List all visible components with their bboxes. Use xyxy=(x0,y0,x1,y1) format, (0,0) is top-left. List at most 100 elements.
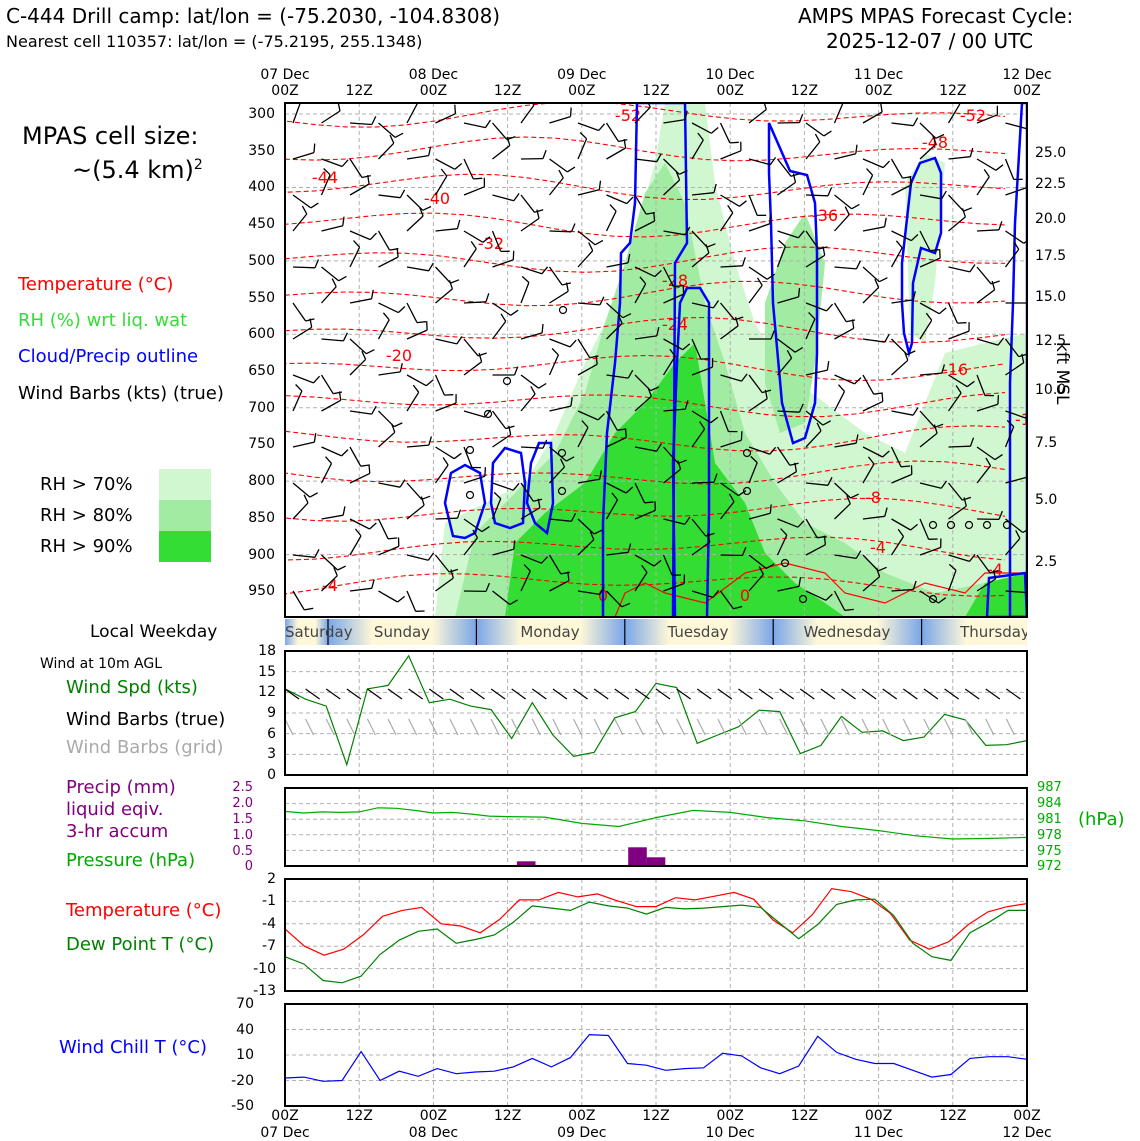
wind-barb-staff xyxy=(578,303,600,305)
wind-barb-staff xyxy=(493,411,506,429)
wind-barb-staff xyxy=(863,175,873,195)
wind-barb-flag xyxy=(304,495,308,503)
wind-barb-flag xyxy=(881,103,882,112)
wind-barb-staff xyxy=(293,303,306,321)
wind-barb-staff xyxy=(635,159,657,162)
wind-barb-staff xyxy=(293,442,314,447)
pressure-tick-label: 984 xyxy=(1037,796,1062,811)
wind-barb-flag xyxy=(473,178,482,179)
legend-rh70-swatch xyxy=(159,469,211,500)
pressure-tick-label: 975 xyxy=(1037,844,1062,859)
wind-barb-staff xyxy=(464,159,473,179)
wind-barb-flag xyxy=(394,423,402,427)
wind-barb-flag xyxy=(970,148,972,157)
top-hour-label: 00Z xyxy=(716,83,743,99)
wind-barb-flag xyxy=(398,307,405,313)
wind-barb-flag xyxy=(599,124,605,131)
wind-barb-staff xyxy=(521,283,529,304)
wind-barb-flag xyxy=(654,212,655,221)
pressure-tick-label: 450 xyxy=(248,216,275,232)
wind-barb-flag xyxy=(539,384,547,389)
wind-barb-staff xyxy=(806,123,824,136)
wind-barb-flag xyxy=(770,504,771,513)
temperature-contour-label: -1 xyxy=(1015,410,1027,429)
wind-barb-flag xyxy=(827,361,828,370)
wind-barb-staff xyxy=(407,104,417,123)
legend-barbs: Wind Barbs (kts) (true) xyxy=(18,383,224,404)
wind-barb-flag xyxy=(867,169,873,176)
wind-barb-flag xyxy=(315,549,319,557)
wind-barb-flag xyxy=(567,167,575,172)
wind-barb-flag xyxy=(451,280,459,283)
wind-barb-flag xyxy=(572,224,576,232)
pressure-tick-label: 981 xyxy=(1037,812,1062,827)
pressure-tick-label: 800 xyxy=(248,473,275,489)
wind-barb-staff xyxy=(350,159,362,178)
wind-barb-staff xyxy=(322,375,334,394)
precip-tick-label: 2.5 xyxy=(232,780,253,795)
wind-barb-staff xyxy=(350,411,372,414)
height-tick-label: 25.0 xyxy=(1035,145,1066,161)
wind-chill-tick-label: 70 xyxy=(236,996,254,1012)
pressure-tick-label: 650 xyxy=(248,363,275,379)
wind-barb-flag xyxy=(741,431,742,440)
bottom-date-label: 12 Dec xyxy=(1002,1125,1051,1141)
wind-speed-tick-label: 6 xyxy=(267,726,276,742)
wind-barb-staff xyxy=(464,123,486,128)
wind-barb-flag xyxy=(619,140,628,142)
wind-barb-staff xyxy=(436,339,457,344)
wind-barb-flag xyxy=(522,276,529,282)
wind-barb-staff xyxy=(464,249,476,267)
wind-barb-flag xyxy=(450,280,453,289)
wind-barb-flag xyxy=(998,395,999,404)
pressure-tick-label: 500 xyxy=(248,253,275,269)
legend-wind-barbs-grid: Wind Barbs (grid) xyxy=(66,737,224,758)
wind-barb-flag xyxy=(828,188,832,196)
wind-barb-staff xyxy=(379,546,399,555)
wind-chill-tick-label: -50 xyxy=(231,1098,254,1114)
wind-barb-staff xyxy=(322,159,343,167)
wind-barb-flag xyxy=(314,376,320,383)
legend-dewpoint: Dew Point T (°C) xyxy=(66,934,214,955)
wind-barb-staff xyxy=(407,591,416,611)
height-tick-label: 22.5 xyxy=(1035,176,1066,192)
wind-barb-staff xyxy=(892,159,903,178)
wind-barb-staff xyxy=(749,267,767,279)
calm-wind-marker xyxy=(504,378,511,385)
wind-barb-staff xyxy=(293,591,304,610)
wind-barb-flag xyxy=(730,142,739,143)
model-title: AMPS MPAS Forecast Cycle: xyxy=(798,4,1073,28)
top-date-label: 10 Dec xyxy=(706,67,755,83)
bottom-hour-label: 00Z xyxy=(271,1108,298,1124)
wind-barb-staff xyxy=(892,123,914,126)
station-title: C-444 Drill camp: lat/lon = (-75.2030, -… xyxy=(6,4,500,28)
pressure-tick-label: 978 xyxy=(1037,828,1062,843)
weekday-name: Wednesday xyxy=(804,623,891,641)
wind-barb-staff xyxy=(379,123,396,137)
wind-barb-flag xyxy=(799,288,800,297)
wind-barb-staff xyxy=(863,339,885,342)
bottom-date-label: 08 Dec xyxy=(409,1125,458,1141)
wind-barb-flag xyxy=(372,116,376,124)
legend-rh80-swatch xyxy=(159,500,211,531)
wind-barb-flag xyxy=(342,160,348,167)
wind-barb-staff xyxy=(607,211,617,231)
bottom-hour-label: 00Z xyxy=(716,1108,743,1124)
wind-barb-staff xyxy=(407,375,426,386)
wind-speed-tick-label: 0 xyxy=(267,767,276,783)
wind-barb-flag xyxy=(338,103,340,111)
precip-tick-label: 1.0 xyxy=(232,828,253,843)
wind-barb-flag xyxy=(486,120,491,128)
legend-temperature: Temperature (°C) xyxy=(18,274,173,295)
calm-wind-marker xyxy=(560,307,567,314)
wind-barb-staff xyxy=(293,483,310,497)
wind-barb-flag xyxy=(366,350,374,354)
wind-barb-flag xyxy=(342,450,348,456)
temperature-contour-label: -8 xyxy=(865,488,881,507)
wind-barb-flag xyxy=(885,334,889,342)
wind-barb-flag xyxy=(417,322,426,323)
wind-barb-staff xyxy=(293,267,315,268)
wind-barb-flag xyxy=(552,349,558,355)
wind-barb-staff xyxy=(322,447,342,456)
